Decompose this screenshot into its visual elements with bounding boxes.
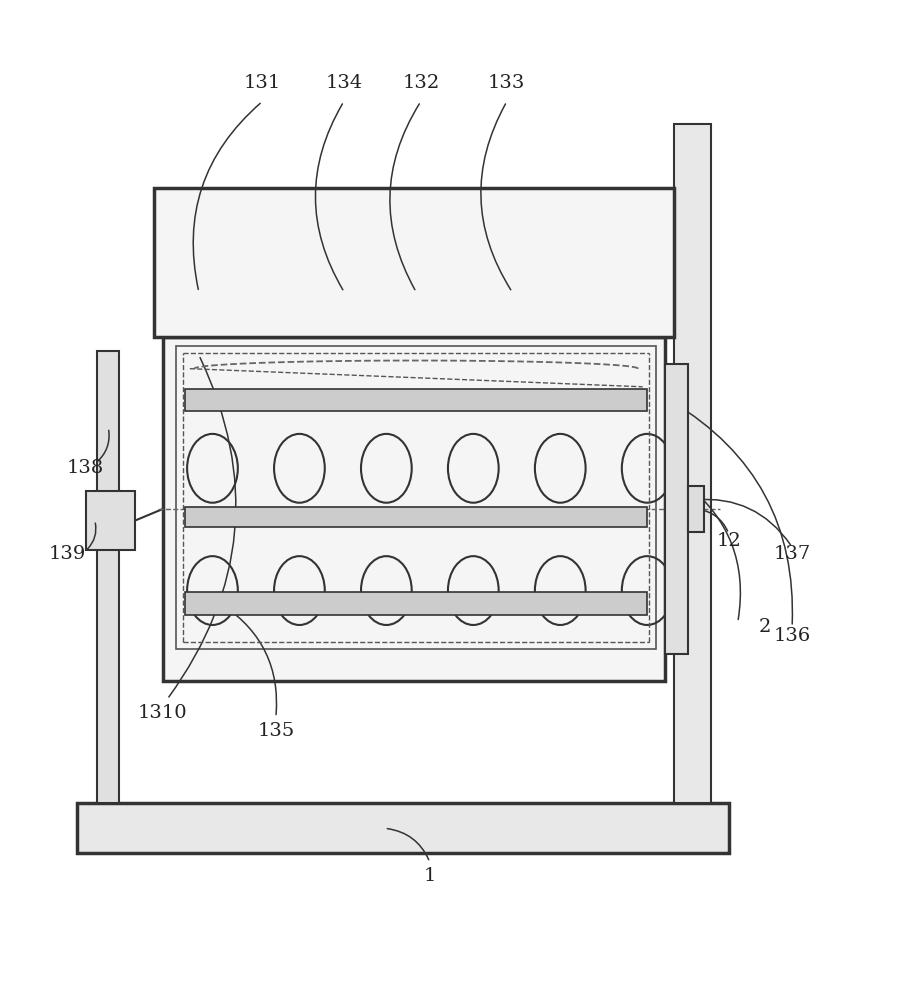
Bar (186, 389, 647, 411)
Bar (665, 364, 688, 654)
Text: 134: 134 (325, 74, 363, 92)
Text: 139: 139 (48, 545, 86, 563)
Text: 137: 137 (773, 545, 811, 563)
Bar (186, 507, 647, 527)
Bar (176, 346, 656, 649)
Bar (77, 803, 728, 853)
Text: 138: 138 (67, 459, 104, 477)
Text: 131: 131 (244, 74, 281, 92)
Bar (163, 337, 665, 681)
Bar (186, 592, 647, 615)
Text: 136: 136 (773, 627, 811, 645)
Text: 1: 1 (424, 867, 436, 885)
Bar (86, 491, 135, 550)
Text: 132: 132 (402, 74, 440, 92)
Text: 1310: 1310 (138, 704, 187, 722)
Bar (154, 188, 675, 337)
Bar (688, 486, 705, 532)
Text: 12: 12 (717, 532, 741, 550)
Text: 133: 133 (488, 74, 526, 92)
Bar (98, 351, 119, 803)
Text: 2: 2 (759, 618, 771, 636)
Text: 135: 135 (257, 722, 294, 740)
Bar (675, 124, 710, 803)
